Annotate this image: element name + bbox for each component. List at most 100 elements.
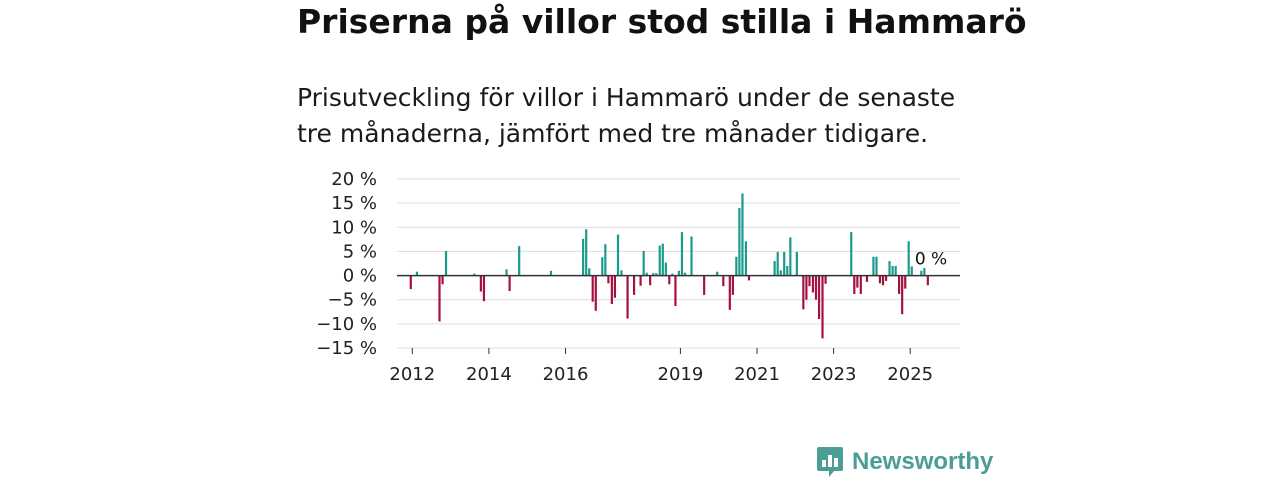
bar <box>888 261 891 276</box>
x-axis-ticks: 2012 2014 2016 2019 2021 2023 2025 <box>389 348 933 385</box>
bar <box>441 275 444 285</box>
bar <box>716 271 719 276</box>
bar <box>728 275 731 310</box>
bar <box>671 273 674 276</box>
bar <box>620 270 623 276</box>
bar <box>850 232 853 276</box>
bar <box>591 275 594 302</box>
bar <box>479 275 482 292</box>
x-tick-label: 2023 <box>811 364 857 385</box>
bar <box>875 256 878 276</box>
bar <box>518 246 521 276</box>
bar <box>610 275 613 305</box>
newsworthy-logo-icon <box>817 447 843 477</box>
bar <box>652 273 655 276</box>
bar <box>786 265 789 276</box>
bar <box>639 275 642 286</box>
y-tick-label: 5 % <box>343 241 377 262</box>
bar <box>891 265 894 276</box>
last-value-label: 0 % <box>915 250 947 270</box>
bar <box>738 207 741 276</box>
x-tick-label: 2021 <box>734 364 780 385</box>
y-tick-label: 10 % <box>331 217 377 238</box>
bar <box>773 261 776 276</box>
bar <box>805 275 808 300</box>
x-tick-label: 2019 <box>658 364 704 385</box>
bar <box>789 237 792 276</box>
bar <box>594 275 597 311</box>
bar <box>505 269 508 276</box>
bar <box>747 275 751 281</box>
bar <box>616 234 620 276</box>
bar <box>901 275 904 315</box>
bar <box>649 275 652 286</box>
bar <box>814 275 818 300</box>
bar <box>668 275 671 285</box>
bar <box>588 268 591 276</box>
bar <box>894 265 897 276</box>
newsworthy-logo[interactable]: Newsworthy <box>816 446 993 478</box>
gridlines <box>397 178 960 349</box>
bar <box>683 272 687 276</box>
bar <box>821 275 824 339</box>
bar <box>856 275 859 288</box>
bar <box>802 275 805 310</box>
bar <box>473 273 476 276</box>
bar <box>585 229 588 276</box>
x-tick-label: 2016 <box>543 364 589 385</box>
bar <box>607 275 610 284</box>
bar <box>642 250 645 276</box>
bar <box>735 256 738 276</box>
bar <box>722 275 725 287</box>
bar <box>415 271 419 276</box>
bar <box>582 238 585 276</box>
y-tick-label: 20 % <box>331 169 377 190</box>
y-axis-ticks: 20 % 15 % 10 % 5 % 0 % −5 % −10 % −15 % <box>316 169 377 359</box>
y-tick-label: −10 % <box>316 314 377 335</box>
bar <box>444 250 448 276</box>
bar <box>601 257 604 276</box>
bar <box>808 275 811 287</box>
bar <box>783 251 786 276</box>
y-tick-label: 0 % <box>343 266 377 287</box>
bar <box>677 270 680 276</box>
bar <box>549 270 553 276</box>
bar <box>680 232 684 276</box>
bar <box>776 251 779 276</box>
bar <box>703 275 706 295</box>
bar <box>731 275 734 295</box>
x-tick-label: 2012 <box>389 364 435 385</box>
bar <box>926 275 929 286</box>
bar <box>690 236 693 276</box>
x-tick-label: 2025 <box>887 364 933 385</box>
bar <box>604 244 607 276</box>
bar <box>655 273 658 276</box>
newsworthy-logo-text: Newsworthy <box>852 448 994 475</box>
bar <box>626 275 629 319</box>
bar <box>779 270 782 276</box>
bar <box>613 275 617 298</box>
bar <box>508 275 511 292</box>
bars <box>409 193 929 339</box>
bar <box>872 256 875 276</box>
bar <box>878 275 882 284</box>
chart-title: Priserna på villor stod stilla i Hammarö <box>297 2 1027 41</box>
bar <box>853 275 856 294</box>
bar <box>910 266 913 276</box>
bar <box>907 241 910 276</box>
bar <box>817 275 821 320</box>
bar <box>824 275 827 284</box>
y-tick-label: 15 % <box>331 193 377 214</box>
y-tick-label: −15 % <box>316 338 377 359</box>
y-tick-label: −5 % <box>328 290 377 311</box>
bar <box>881 275 885 286</box>
bar <box>904 275 907 289</box>
bar <box>632 275 636 295</box>
bar <box>658 245 661 276</box>
bar <box>482 275 486 302</box>
bar <box>664 262 667 276</box>
bar <box>674 275 677 306</box>
bar <box>811 275 815 293</box>
bar <box>438 275 441 322</box>
bar <box>409 275 412 290</box>
